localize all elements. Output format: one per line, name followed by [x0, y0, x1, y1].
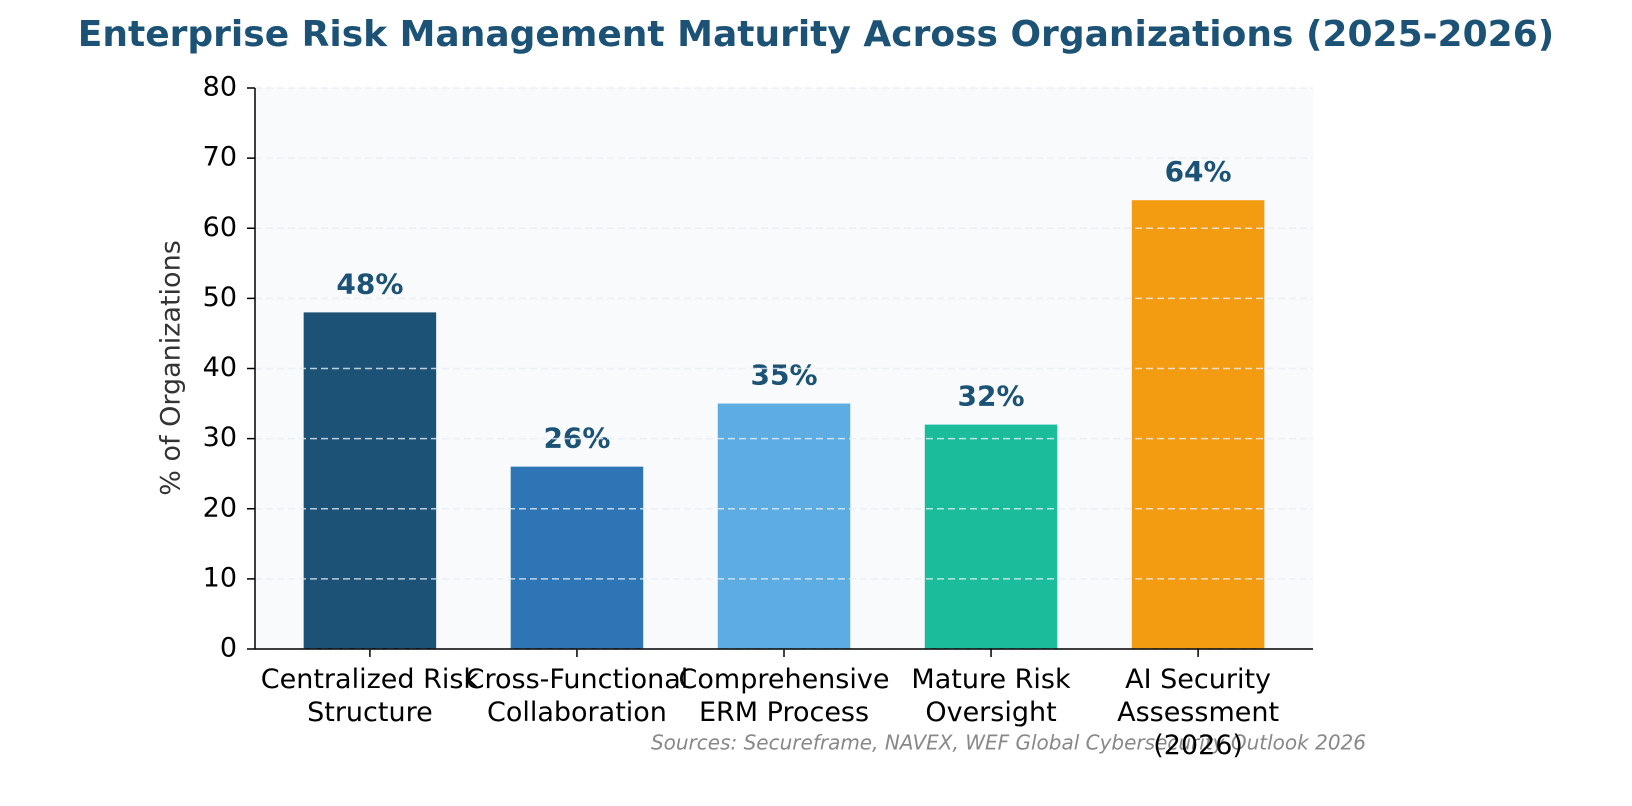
y-axis-label: % of Organizations [156, 240, 187, 496]
y-tick-label: 70 [203, 142, 237, 173]
x-tick-label: Comprehensive ERM Process [678, 664, 890, 728]
bar [1131, 200, 1265, 649]
y-tick-label: 50 [203, 282, 237, 313]
y-tick-label: 30 [203, 422, 237, 453]
value-label: 48% [336, 267, 403, 300]
value-label: 35% [750, 359, 817, 392]
chart-title: Enterprise Risk Management Maturity Acro… [78, 14, 1554, 55]
y-tick-label: 20 [203, 492, 237, 523]
x-tick-label: Cross-Functional Collaboration [465, 664, 689, 728]
source-note: Sources: Secureframe, NAVEX, WEF Global … [651, 731, 1366, 755]
value-label: 64% [1165, 155, 1232, 188]
bar [303, 312, 437, 649]
x-tick-label: Mature Risk Oversight [911, 664, 1071, 728]
y-tick-label: 0 [220, 633, 237, 664]
bar [924, 424, 1058, 649]
bar [717, 403, 851, 649]
x-tick-label: AI Security Assessment (2026) [1117, 664, 1280, 761]
value-label: 32% [958, 380, 1025, 413]
y-tick-label: 10 [203, 562, 237, 593]
y-tick-label: 40 [203, 352, 237, 383]
bar [510, 466, 644, 649]
y-tick-label: 60 [203, 212, 237, 243]
y-tick-label: 80 [203, 72, 237, 103]
x-tick-label: Centralized Risk Structure [260, 664, 480, 728]
